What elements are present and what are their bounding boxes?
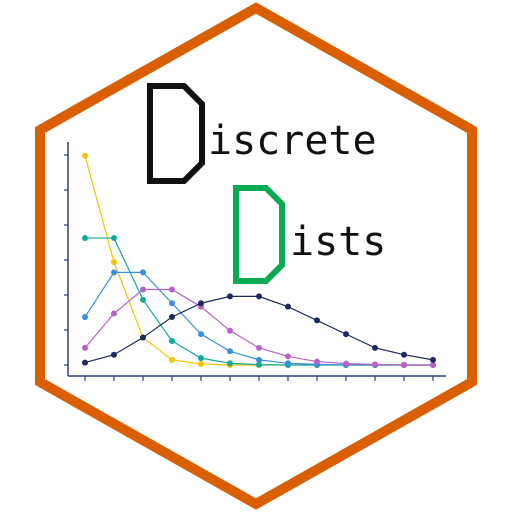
title-line-2: ists [233, 185, 386, 284]
data-point [227, 293, 233, 300]
data-point [111, 259, 117, 266]
data-point [169, 356, 175, 363]
data-point [285, 353, 291, 360]
data-point [256, 293, 262, 300]
data-point [140, 296, 146, 303]
data-point [401, 351, 407, 358]
data-point [401, 362, 407, 368]
data-point [343, 360, 349, 367]
distribution-chart [64, 142, 446, 381]
data-point [343, 331, 349, 338]
data-point [227, 348, 233, 355]
data-point [169, 300, 175, 307]
data-point [198, 300, 204, 307]
data-point [314, 317, 320, 324]
data-point [314, 358, 320, 365]
data-point [430, 362, 436, 368]
data-point [430, 356, 436, 363]
series-5 [82, 293, 436, 366]
data-point [169, 313, 175, 320]
data-point [372, 344, 378, 351]
title-line-2-text: ists [290, 219, 386, 265]
data-point [82, 359, 88, 366]
x-axis-ticks [84, 376, 434, 381]
data-point [140, 269, 146, 276]
data-point [82, 235, 88, 242]
data-point [256, 344, 262, 351]
data-point [82, 152, 88, 159]
data-point [227, 327, 233, 334]
data-point [82, 344, 88, 351]
y-axis-ticks [64, 154, 68, 366]
data-point [227, 360, 233, 367]
data-point [198, 355, 204, 362]
data-point [372, 361, 378, 368]
data-point [256, 361, 262, 368]
data-point [285, 360, 291, 367]
data-point [198, 360, 204, 367]
series-layer [82, 152, 436, 368]
data-point [111, 269, 117, 276]
data-point [256, 356, 262, 363]
data-point [285, 303, 291, 310]
data-point [140, 286, 146, 293]
title-line-1: iscrete [147, 83, 377, 184]
data-point [111, 235, 117, 242]
data-point [198, 331, 204, 338]
series-4 [82, 286, 436, 368]
data-point [111, 351, 117, 358]
data-point [82, 313, 88, 320]
data-point [169, 286, 175, 293]
title-line-1-text: iscrete [208, 118, 377, 164]
data-point [169, 337, 175, 344]
data-point [111, 310, 117, 317]
big-d-initial-1 [147, 83, 205, 184]
data-point [140, 334, 146, 341]
big-d-initial-2 [233, 185, 285, 284]
